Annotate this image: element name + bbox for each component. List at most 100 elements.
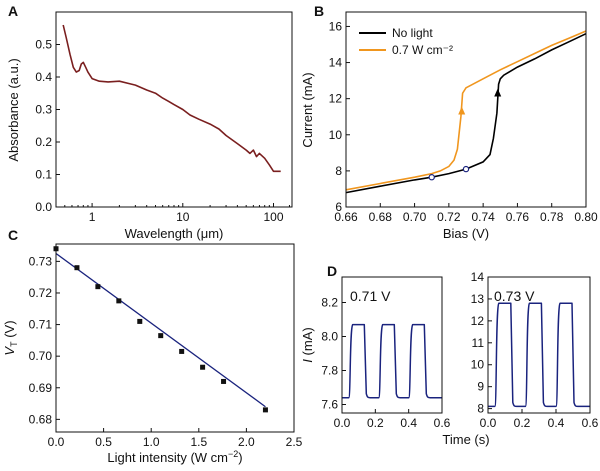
panel-a-y-tick-label: 0.2 bbox=[35, 135, 52, 149]
panel-c-x-axis-label: Light intensity (W cm−2) bbox=[107, 449, 242, 465]
panel-b-y-tick-label: 16 bbox=[329, 19, 343, 33]
panel-b-legend: No light 0.7 W cm⁻² bbox=[359, 26, 453, 57]
panel-b-y-tick-label: 8 bbox=[335, 164, 342, 178]
panel-b-label: B bbox=[314, 3, 324, 19]
legend-no-light-label: No light bbox=[392, 26, 433, 40]
panel-d-right-frame bbox=[487, 276, 591, 414]
panel-d-left-y-tick-label: 7.6 bbox=[321, 398, 338, 412]
panel-d-left-x-tick-label: 0.0 bbox=[334, 416, 351, 430]
panel-d-left-x-tick-label: 0.4 bbox=[400, 416, 417, 430]
panel-b-y-axis-label: Current (mA) bbox=[300, 72, 315, 147]
panel-b-x-tick-label: 0.72 bbox=[437, 210, 461, 224]
panel-b-series bbox=[345, 30, 587, 194]
panel-b-y-tick-label: 14 bbox=[329, 56, 343, 70]
panel-b-y-tick-label: 6 bbox=[335, 200, 342, 214]
threshold-data-point bbox=[221, 378, 227, 384]
panel-b-x-axis-label: Bias (V) bbox=[443, 226, 489, 241]
absorbance-spectrum-line bbox=[62, 24, 281, 173]
panel-a-series bbox=[62, 24, 281, 173]
threshold-data-point bbox=[95, 284, 101, 290]
panel-a-y-tick-label: 0.1 bbox=[35, 168, 52, 182]
no-light-jump-arrow bbox=[494, 88, 502, 97]
panel-a-x-tick-label: 10 bbox=[176, 210, 190, 224]
panel-d-right-y-tick-label: 10 bbox=[471, 358, 485, 372]
panel-c-y-tick-label: 0.72 bbox=[29, 286, 53, 300]
bias-marker-point bbox=[428, 174, 435, 181]
panel-b-x-tick-label: 0.76 bbox=[506, 210, 530, 224]
panel-a-y-tick-label: 0.3 bbox=[35, 103, 52, 117]
panel-b-iv-chart: B 0.66 0.68 0.70 0.72 0.74 0.76 0.78 0.80 6 8 10 12… bbox=[300, 3, 598, 241]
threshold-data-point bbox=[200, 364, 206, 370]
panel-c-series bbox=[53, 246, 268, 413]
panel-d-left-x-tick-label: 0.6 bbox=[434, 416, 451, 430]
panel-a-y-tick-label: 0.5 bbox=[35, 38, 52, 52]
panel-c-y-axis-label: VT (V) bbox=[2, 320, 19, 355]
panel-b-x-tick-label: 0.80 bbox=[574, 210, 598, 224]
panel-b-frame bbox=[345, 11, 587, 208]
panel-a-x-tick-label: 100 bbox=[263, 210, 283, 224]
panel-d-switching-chart: D 0.0 0.2 0.4 0.6 7.6 7.8 8.0 8.2 0.0 0.2 0.4 0.6 8 9… bbox=[300, 263, 599, 447]
panel-d-label: D bbox=[327, 263, 337, 279]
panel-c-y-tick-label: 0.69 bbox=[29, 381, 53, 395]
panel-c-x-tick-label: 2.0 bbox=[238, 435, 255, 449]
threshold-data-point bbox=[137, 318, 143, 324]
panel-d-right-x-tick-label: 0.6 bbox=[582, 416, 599, 430]
bias-marker-point bbox=[462, 165, 470, 173]
panel-d-right-current-trace bbox=[488, 302, 590, 408]
panel-c-y-tick-label: 0.68 bbox=[29, 412, 53, 426]
panel-d-right-y-tick-label: 11 bbox=[472, 336, 485, 350]
panel-c-x-tick-label: 1.5 bbox=[190, 435, 207, 449]
panel-c-ticks: 0.0 0.5 1.0 1.5 2.0 2.5 0.68 0.69 0.70 0.71 0.72 0.… bbox=[29, 254, 303, 449]
legend-light-label: 0.7 W cm⁻² bbox=[392, 43, 453, 57]
panel-a-absorbance-chart: A 1 10 100 0.0 0.1 0.2 0.3 0.4 0.5 Wavelength (μ… bbox=[6, 3, 293, 241]
panel-b-x-tick-label: 0.74 bbox=[471, 210, 495, 224]
panel-a-y-axis-label: Absorbance (a.u.) bbox=[6, 58, 21, 161]
panel-b-x-tick-label: 0.78 bbox=[540, 210, 564, 224]
panel-d-right-y-tick-label: 8 bbox=[477, 402, 484, 416]
panel-d-y-axis-label: I (mA) bbox=[300, 327, 315, 362]
linear-fit-line bbox=[55, 252, 266, 408]
threshold-data-point bbox=[116, 298, 122, 304]
panel-c-threshold-chart: C 0.0 0.5 1.0 1.5 2.0 2.5 0.68 0.69 0.70 0.71 0.72… bbox=[2, 227, 303, 465]
panel-a-y-tick-label: 0.0 bbox=[35, 200, 52, 214]
threshold-data-point bbox=[74, 265, 80, 271]
panel-d-left-y-tick-label: 8.0 bbox=[321, 330, 338, 344]
panel-c-frame bbox=[55, 243, 295, 433]
threshold-data-point bbox=[262, 407, 268, 413]
panel-c-label: C bbox=[8, 227, 18, 243]
panel-c-x-tick-label: 2.5 bbox=[286, 435, 303, 449]
panel-d-left-x-tick-label: 0.2 bbox=[367, 416, 384, 430]
panel-d-series bbox=[342, 302, 590, 408]
light-iv-curve bbox=[345, 30, 587, 191]
panel-d-right-annotation: 0.73 V bbox=[494, 288, 535, 304]
panel-d-right-y-tick-label: 14 bbox=[471, 270, 485, 284]
panel-d-x-axis-label: Time (s) bbox=[442, 432, 489, 447]
panel-d-right-x-tick-label: 0.4 bbox=[548, 416, 565, 430]
panel-d-right-y-tick-label: 12 bbox=[471, 314, 485, 328]
panel-c-y-tick-label: 0.71 bbox=[29, 318, 53, 332]
panel-a-frame bbox=[55, 11, 293, 208]
panel-d-left-current-trace bbox=[342, 323, 442, 399]
panel-a-x-axis-label: Wavelength (μm) bbox=[125, 226, 224, 241]
panel-b-y-tick-label: 10 bbox=[329, 128, 343, 142]
panel-c-x-tick-label: 0.0 bbox=[48, 435, 65, 449]
panel-a-y-tick-label: 0.4 bbox=[35, 70, 52, 84]
panel-c-x-tick-label: 1.0 bbox=[143, 435, 160, 449]
panel-a-x-tick-label: 1 bbox=[89, 210, 96, 224]
threshold-data-point bbox=[179, 348, 185, 354]
panel-d-right-y-tick-label: 13 bbox=[471, 292, 485, 306]
panel-b-x-tick-label: 0.66 bbox=[334, 210, 358, 224]
panel-d-left-annotation: 0.71 V bbox=[350, 288, 391, 304]
panel-b-ticks: 0.66 0.68 0.70 0.72 0.74 0.76 0.78 0.80 6 8 10 12 14… bbox=[329, 19, 598, 224]
panel-d-ticks: 0.0 0.2 0.4 0.6 7.6 7.8 8.0 8.2 0.0 0.2 0.4 0.6 8 9 10… bbox=[321, 270, 598, 430]
panel-d-left-y-tick-label: 8.2 bbox=[321, 296, 338, 310]
light-jump-arrow bbox=[458, 106, 466, 115]
panel-d-right-x-tick-label: 0.2 bbox=[514, 416, 531, 430]
panel-b-y-tick-label: 12 bbox=[329, 92, 343, 106]
panel-d-left-frame bbox=[341, 276, 443, 414]
panel-c-x-tick-label: 0.5 bbox=[95, 435, 112, 449]
panel-d-left-y-tick-label: 7.8 bbox=[321, 364, 338, 378]
panel-d-right-y-tick-label: 9 bbox=[477, 380, 484, 394]
panel-b-x-tick-label: 0.68 bbox=[369, 210, 393, 224]
